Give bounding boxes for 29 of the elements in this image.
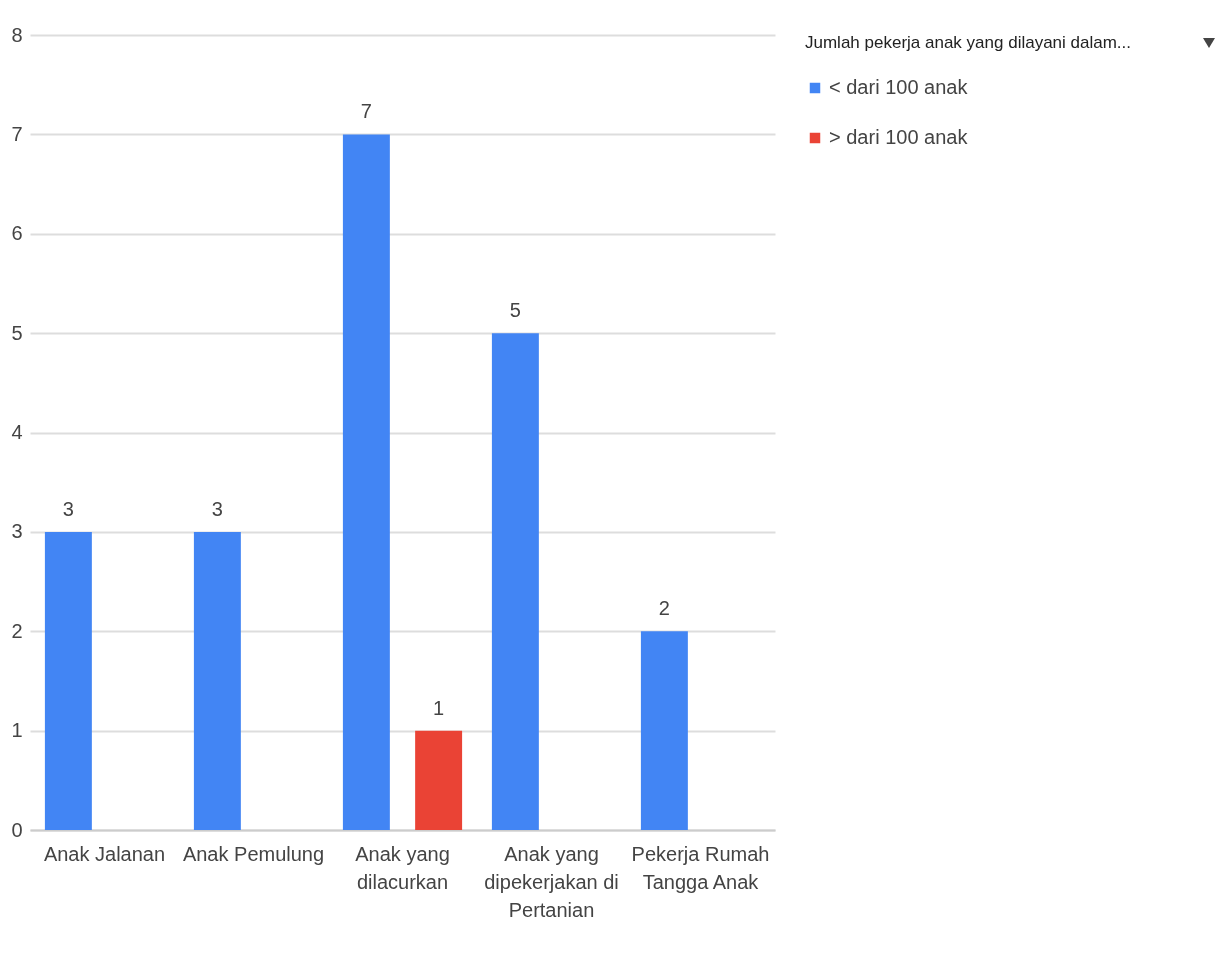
data-label: 1 xyxy=(433,696,445,719)
legend-label: < dari 100 anak xyxy=(829,76,969,98)
y-tick-label: 6 xyxy=(11,222,23,245)
bar xyxy=(640,631,688,830)
x-tick-label: Anak Jalanan xyxy=(43,842,166,865)
bar xyxy=(342,134,390,830)
bar xyxy=(415,730,463,830)
y-tick-label: 2 xyxy=(11,619,23,642)
legend-label: > dari 100 anak xyxy=(829,126,969,148)
y-tick-label: 0 xyxy=(11,818,23,841)
y-tick-label: 1 xyxy=(11,719,23,742)
x-tick-label: Anak yang dipekerjakan di Pertanian xyxy=(484,842,619,921)
y-tick-label: 3 xyxy=(11,520,23,543)
data-label: 5 xyxy=(509,299,521,322)
bar xyxy=(44,531,92,830)
x-tick-label: Pekerja Rumah Tangga Anak xyxy=(631,842,770,893)
bar xyxy=(193,531,241,830)
bar xyxy=(491,333,539,830)
y-tick-label: 4 xyxy=(11,421,23,443)
data-label: 7 xyxy=(360,100,372,123)
data-label: 2 xyxy=(658,597,670,620)
y-tick-label: 5 xyxy=(11,321,23,344)
data-label: 3 xyxy=(62,497,74,520)
y-tick-label: 8 xyxy=(11,23,23,46)
x-tick-label: Anak yang dilacurkan xyxy=(355,842,450,893)
x-tick-label: Anak Pemulung xyxy=(182,842,325,865)
legend-title: Jumlah pekerja anak yang dilayani dalam... xyxy=(805,33,1132,52)
y-tick-label: 7 xyxy=(11,122,23,145)
data-label: 3 xyxy=(211,497,223,520)
